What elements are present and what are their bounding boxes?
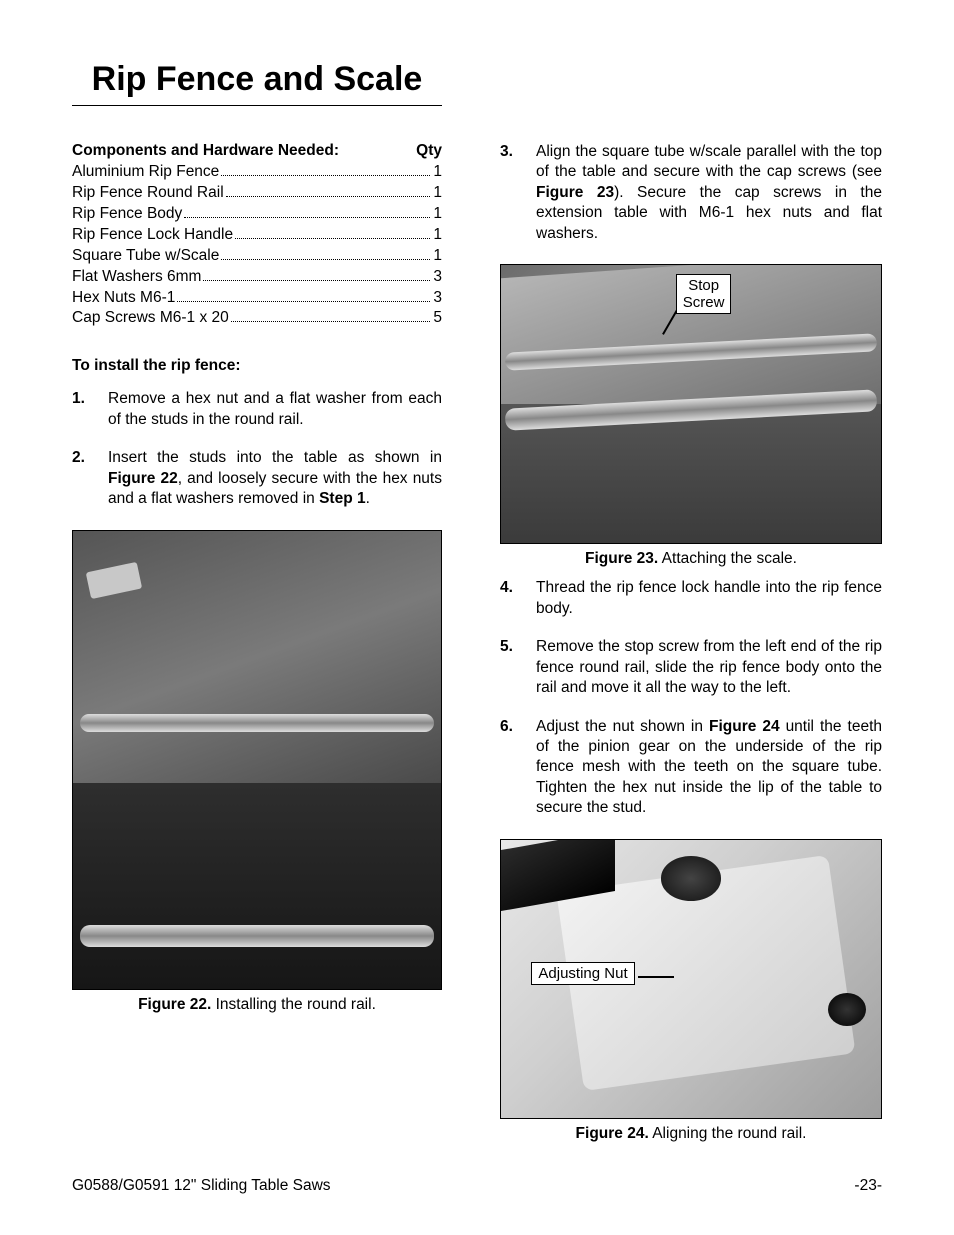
component-row: Hex Nuts M6-1 3 (72, 288, 442, 309)
instruction-step: 5.Remove the stop screw from the left en… (500, 637, 882, 698)
components-header-left: Components and Hardware Needed: (72, 142, 339, 160)
component-qty: 3 (433, 267, 442, 288)
stop-label: Stop (688, 277, 719, 294)
component-qty: 1 (433, 204, 442, 225)
right-column: 3.Align the square tube w/scale parallel… (500, 142, 882, 1153)
step-number: 5. (500, 637, 536, 698)
step-text: Adjust the nut shown in Figure 24 until … (536, 717, 882, 819)
left-column: Components and Hardware Needed: Qty Alum… (72, 142, 442, 1153)
figure-23-caption: Figure 23. Attaching the scale. (500, 550, 882, 568)
component-name: Square Tube w/Scale (72, 246, 219, 267)
footer-left: G0588/G0591 12" Sliding Table Saws (72, 1177, 331, 1195)
figure-23-label: Figure 23. (585, 550, 658, 567)
component-qty: 1 (433, 246, 442, 267)
component-row: Flat Washers 6mm 3 (72, 267, 442, 288)
figure-24-image: Adjusting Nut (500, 839, 882, 1119)
component-name: Rip Fence Round Rail (72, 183, 224, 204)
figure-23: Stop Screw Figure 23. Attaching the scal… (500, 264, 882, 568)
instruction-step: 2.Insert the studs into the table as sho… (72, 448, 442, 509)
spacer (339, 142, 416, 160)
leader-dots (221, 175, 430, 176)
figure-24-caption: Figure 24. Aligning the round rail. (500, 1125, 882, 1143)
steps-4-6: 4.Thread the rip fence lock handle into … (500, 578, 882, 819)
figure-24: Adjusting Nut Figure 24. Aligning the ro… (500, 839, 882, 1143)
component-row: Rip Fence Round Rail 1 (72, 183, 442, 204)
leader-dots (184, 217, 430, 218)
instruction-step: 4.Thread the rip fence lock handle into … (500, 578, 882, 619)
step-text: Insert the studs into the table as shown… (108, 448, 442, 509)
component-row: Rip Fence Lock Handle 1 (72, 225, 442, 246)
leader-dots (226, 196, 431, 197)
instruction-step: 6.Adjust the nut shown in Figure 24 unti… (500, 717, 882, 819)
component-row: Rip Fence Body 1 (72, 204, 442, 225)
component-qty: 1 (433, 162, 442, 183)
step-number: 3. (500, 142, 536, 244)
adjusting-nut-callout: Adjusting Nut (531, 962, 634, 985)
component-qty: 1 (433, 183, 442, 204)
step-number: 6. (500, 717, 536, 819)
figure-22-caption: Figure 22. Installing the round rail. (72, 996, 442, 1014)
stop-screw-callout: Stop Screw (676, 274, 732, 315)
component-row: Cap Screws M6-1 x 20 5 (72, 308, 442, 329)
page-footer: G0588/G0591 12" Sliding Table Saws -23- (72, 1177, 882, 1195)
components-header: Components and Hardware Needed: Qty (72, 142, 442, 160)
footer-right: -23- (854, 1177, 882, 1195)
step-number: 1. (72, 389, 108, 430)
steps-left: 1.Remove a hex nut and a flat washer fro… (72, 389, 442, 509)
leader-dots (177, 301, 430, 302)
component-qty: 5 (433, 308, 442, 329)
component-qty: 3 (433, 288, 442, 309)
component-name: Aluminium Rip Fence (72, 162, 219, 183)
figure-22-label: Figure 22. (138, 996, 211, 1013)
component-row: Aluminium Rip Fence 1 (72, 162, 442, 183)
figure-22-image (72, 530, 442, 990)
figure-23-image: Stop Screw (500, 264, 882, 544)
step-3-wrap: 3.Align the square tube w/scale parallel… (500, 142, 882, 244)
page-title: Rip Fence and Scale (72, 60, 442, 106)
content-columns: Components and Hardware Needed: Qty Alum… (72, 142, 882, 1153)
step-text: Align the square tube w/scale parallel w… (536, 142, 882, 244)
step-text: Thread the rip fence lock handle into th… (536, 578, 882, 619)
component-qty: 1 (433, 225, 442, 246)
step-number: 4. (500, 578, 536, 619)
figure-24-text: Aligning the round rail. (649, 1125, 807, 1142)
component-name: Hex Nuts M6-1 (72, 288, 175, 309)
component-name: Flat Washers 6mm (72, 267, 201, 288)
components-list: Aluminium Rip Fence1Rip Fence Round Rail… (72, 162, 442, 329)
instruction-step: 3.Align the square tube w/scale parallel… (500, 142, 882, 244)
figure-22: Figure 22. Installing the round rail. (72, 530, 442, 1014)
component-name: Cap Screws M6-1 x 20 (72, 308, 229, 329)
step-text: Remove a hex nut and a flat washer from … (108, 389, 442, 430)
leader-dots (235, 238, 430, 239)
instruction-step: 1.Remove a hex nut and a flat washer fro… (72, 389, 442, 430)
figure-22-text: Installing the round rail. (211, 996, 376, 1013)
leader-dots (221, 259, 430, 260)
figure-23-text: Attaching the scale. (658, 550, 797, 567)
install-heading: To install the rip fence: (72, 357, 442, 375)
component-name: Rip Fence Lock Handle (72, 225, 233, 246)
screw-label: Screw (683, 294, 725, 311)
components-header-qty: Qty (416, 142, 442, 160)
component-name: Rip Fence Body (72, 204, 182, 225)
step-number: 2. (72, 448, 108, 509)
component-row: Square Tube w/Scale 1 (72, 246, 442, 267)
figure-24-label: Figure 24. (576, 1125, 649, 1142)
step-text: Remove the stop screw from the left end … (536, 637, 882, 698)
leader-dots (203, 280, 430, 281)
leader-dots (231, 321, 431, 322)
